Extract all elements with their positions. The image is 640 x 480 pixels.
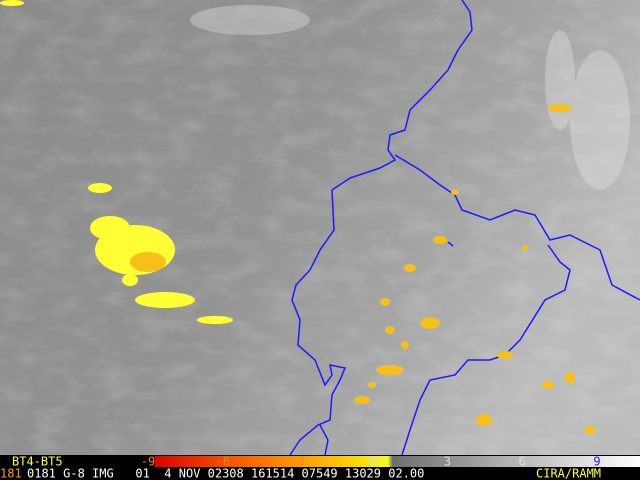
colorbar-tick: -3 — [290, 455, 304, 469]
colorbar — [155, 456, 640, 467]
colorbar-tick: -9 — [141, 455, 155, 469]
boundaries — [289, 0, 640, 456]
colorbar-tick: 6 — [519, 455, 526, 469]
footer-credit: CIRA/RAMM — [536, 467, 601, 480]
colorbar-tick: 9 — [593, 455, 600, 469]
btd-highlights — [0, 0, 596, 434]
colorbar-label: BT4-BT5 — [12, 455, 63, 469]
colorbar-tick: -6 — [216, 455, 230, 469]
footer-id: 181 — [0, 467, 22, 480]
colorbar-tick: 0 — [369, 455, 376, 469]
colorbar-tick: 3 — [444, 455, 451, 469]
footer-info: 0181 G-8 IMG 01 4 NOV 02308 161514 07549… — [27, 467, 424, 480]
